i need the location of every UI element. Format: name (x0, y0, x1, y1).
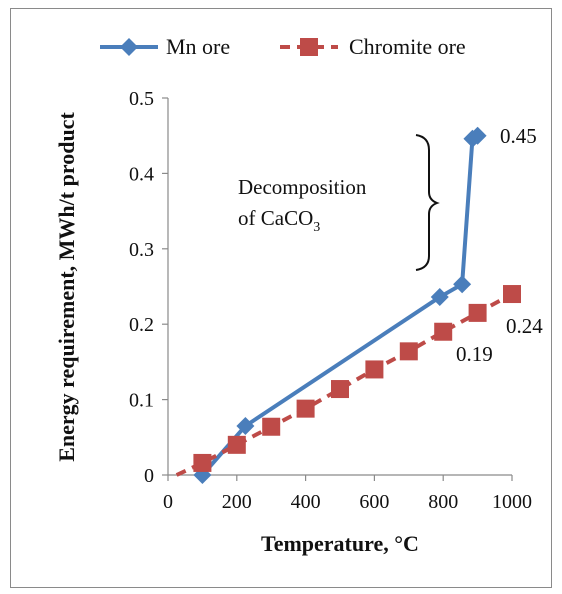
chromite-ore-point (193, 453, 212, 472)
chromite-ore-point (331, 380, 349, 399)
mn-ore-point (453, 275, 472, 294)
annotations: 0.45 0.24 0.19 Decomposition of CaCO3 (238, 124, 543, 366)
chromite-ore-point (468, 303, 487, 322)
x-tick-label: 0 (163, 491, 173, 513)
annotation-mn-end: 0.45 (500, 124, 537, 148)
y-tick-label: 0 (144, 465, 154, 487)
x-tick-label: 200 (222, 491, 252, 513)
legend-mn-marker (120, 38, 138, 56)
y-tick-label: 0.1 (129, 390, 154, 412)
y-tick-label: 0.3 (129, 239, 154, 261)
mn-ore-point (430, 288, 449, 307)
chromite-ore-point (399, 342, 418, 361)
legend: Mn ore Chromite ore (100, 34, 466, 59)
series-line-chromite-ore (175, 292, 513, 477)
x-tick-label: 800 (428, 491, 458, 513)
annotation-decomposition-line2: of CaCO3 (238, 206, 320, 235)
annotation-chromite-mid: 0.19 (456, 342, 493, 366)
chromite-ore-point (365, 360, 384, 379)
series-layer (175, 126, 521, 484)
legend-chromite-label: Chromite ore (349, 34, 466, 59)
chromite-ore-point (227, 435, 246, 454)
chromite-ore-point (296, 399, 315, 418)
mn-ore-point (236, 416, 255, 435)
mn-ore-point (468, 126, 487, 145)
y-ticks: 0 0.1 0.2 0.3 0.4 0.5 (129, 88, 168, 487)
x-axis-title: Temperature, °C (261, 531, 419, 556)
y-tick-label: 0.2 (129, 314, 154, 336)
x-tick-label: 400 (291, 491, 321, 513)
y-tick-label: 0.5 (129, 88, 154, 110)
chromite-ore-point (503, 285, 521, 304)
legend-mn-label: Mn ore (166, 34, 230, 59)
chromite-ore-point (262, 417, 281, 436)
y-tick-label: 0.4 (129, 163, 154, 185)
annotation-chromite-end: 0.24 (506, 314, 543, 338)
chromite-ore-point (434, 322, 453, 341)
annotation-decomposition-subscript: 3 (313, 220, 320, 235)
decomposition-brace (415, 134, 440, 271)
x-tick-label: 1000 (492, 491, 532, 513)
annotation-decomposition-line1: Decomposition (238, 175, 367, 199)
y-axis-title: Energy requirement, MWh/t product (54, 112, 79, 462)
x-ticks: 0 200 400 600 800 1000 (163, 475, 532, 513)
annotation-decomposition-prefix: of CaCO (238, 206, 313, 230)
x-tick-label: 600 (359, 491, 389, 513)
legend-chromite-marker (300, 38, 318, 56)
chart-frame (10, 8, 552, 588)
